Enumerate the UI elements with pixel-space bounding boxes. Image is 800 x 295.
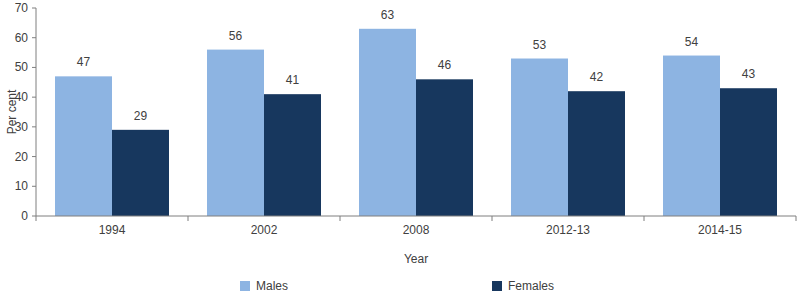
bar: [663, 56, 720, 216]
x-axis-line: [36, 216, 796, 217]
y-tick-label: 20: [15, 150, 29, 164]
y-tick: [32, 216, 36, 217]
x-tick-label: 1994: [99, 223, 126, 237]
bar: [359, 29, 416, 216]
data-label: 41: [286, 73, 300, 87]
data-label: 47: [77, 55, 91, 69]
x-tick: [340, 216, 341, 221]
x-tick: [796, 216, 797, 221]
legend: Males Females: [240, 279, 554, 293]
x-tick-label: 2008: [403, 223, 430, 237]
bar: [720, 88, 777, 216]
data-label: 54: [685, 35, 699, 49]
bar: [264, 94, 321, 216]
x-tick: [644, 216, 645, 221]
x-tick: [188, 216, 189, 221]
x-tick: [36, 216, 37, 221]
y-axis-title: Per cent: [5, 89, 19, 134]
legend-label: Females: [508, 279, 554, 293]
y-tick: [32, 186, 36, 187]
y-tick: [32, 156, 36, 157]
y-tick-label: 60: [15, 31, 29, 45]
chart-container: 4756635354294146424301020304050607019942…: [0, 0, 800, 295]
bars: [55, 29, 777, 216]
data-label: 53: [533, 38, 547, 52]
bar: [112, 130, 169, 216]
data-label: 42: [590, 70, 604, 84]
bar: [416, 79, 473, 216]
y-tick: [32, 37, 36, 38]
y-tick-label: 70: [15, 1, 29, 15]
y-tick-label: 50: [15, 60, 29, 74]
x-axis-title: Year: [404, 252, 428, 266]
x-tick-label: 2002: [251, 223, 278, 237]
bar: [207, 50, 264, 216]
data-label: 46: [438, 58, 452, 72]
bar: [568, 91, 625, 216]
data-label: 29: [134, 109, 148, 123]
legend-swatch: [492, 281, 502, 291]
data-label: 56: [229, 29, 243, 43]
chart-svg: 4756635354294146424301020304050607019942…: [0, 0, 800, 295]
legend-label: Males: [256, 279, 288, 293]
data-label: 43: [742, 67, 756, 81]
y-tick-label: 0: [21, 209, 28, 223]
y-tick: [32, 126, 36, 127]
y-tick: [32, 97, 36, 98]
data-label: 63: [381, 8, 395, 22]
legend-swatch: [240, 281, 250, 291]
bar: [511, 59, 568, 216]
x-tick: [492, 216, 493, 221]
x-tick-label: 2012-13: [546, 223, 590, 237]
y-tick-label: 10: [15, 179, 29, 193]
y-tick: [32, 8, 36, 9]
y-tick: [32, 67, 36, 68]
bar: [55, 76, 112, 216]
data-labels: 47 56 63 53 54 29 41 46 42 43: [77, 8, 756, 123]
y-axis-line: [36, 8, 37, 216]
x-tick-label: 2014-15: [698, 223, 742, 237]
